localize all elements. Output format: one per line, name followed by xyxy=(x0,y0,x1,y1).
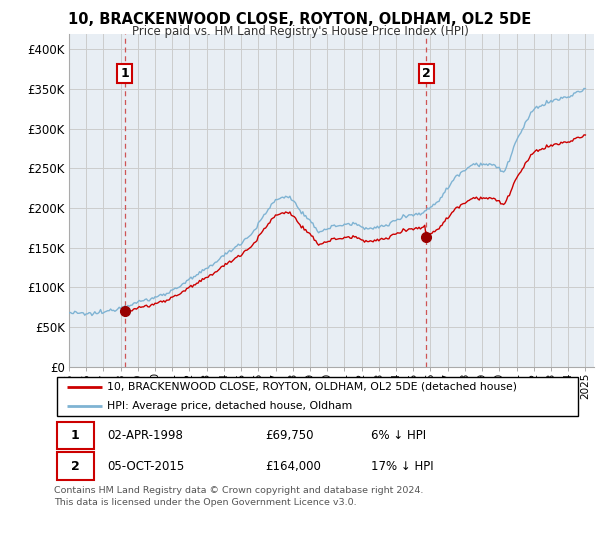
Text: £164,000: £164,000 xyxy=(265,460,321,473)
Text: 10, BRACKENWOOD CLOSE, ROYTON, OLDHAM, OL2 5DE: 10, BRACKENWOOD CLOSE, ROYTON, OLDHAM, O… xyxy=(68,12,532,27)
Text: 05-OCT-2015: 05-OCT-2015 xyxy=(107,460,184,473)
Text: 02-APR-1998: 02-APR-1998 xyxy=(107,429,182,442)
Text: 1: 1 xyxy=(71,429,79,442)
Text: 10, BRACKENWOOD CLOSE, ROYTON, OLDHAM, OL2 5DE (detached house): 10, BRACKENWOOD CLOSE, ROYTON, OLDHAM, O… xyxy=(107,381,517,391)
Text: Contains HM Land Registry data © Crown copyright and database right 2024.
This d: Contains HM Land Registry data © Crown c… xyxy=(54,486,424,507)
Text: 2: 2 xyxy=(71,460,79,473)
Text: £69,750: £69,750 xyxy=(265,429,314,442)
FancyBboxPatch shape xyxy=(56,452,94,480)
Text: 6% ↓ HPI: 6% ↓ HPI xyxy=(371,429,426,442)
Text: 17% ↓ HPI: 17% ↓ HPI xyxy=(371,460,433,473)
Text: 2: 2 xyxy=(422,67,431,80)
FancyBboxPatch shape xyxy=(56,377,578,416)
Text: 1: 1 xyxy=(121,67,130,80)
FancyBboxPatch shape xyxy=(56,422,94,449)
Text: Price paid vs. HM Land Registry's House Price Index (HPI): Price paid vs. HM Land Registry's House … xyxy=(131,25,469,38)
Text: HPI: Average price, detached house, Oldham: HPI: Average price, detached house, Oldh… xyxy=(107,401,352,411)
